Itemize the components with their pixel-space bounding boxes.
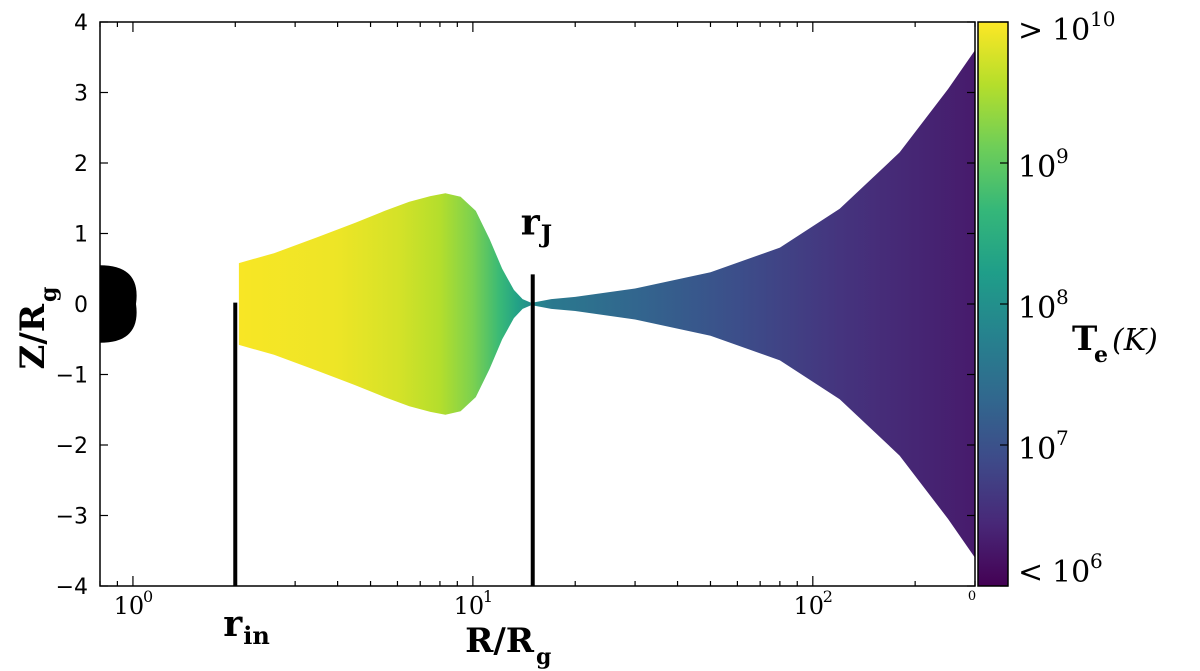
x-axis-corner-tick-label: 0 bbox=[968, 589, 976, 604]
y-tick-label: −2 bbox=[56, 434, 88, 459]
svg-text:g: g bbox=[536, 644, 551, 670]
y-tick-label: −4 bbox=[56, 575, 88, 600]
colorbar-tick-label: <10 6 bbox=[1018, 549, 1103, 590]
y-tick-label: 0 bbox=[74, 293, 88, 318]
svg-text:10: 10 bbox=[1018, 150, 1056, 185]
colorbar-tick-label: 10 8 bbox=[1018, 285, 1069, 326]
y-tick-label: 1 bbox=[74, 223, 88, 248]
outer-disk-region bbox=[532, 50, 975, 558]
radius-marker-label: r in bbox=[223, 603, 270, 650]
x-tick-label: 102 bbox=[794, 587, 833, 620]
svg-text:e: e bbox=[1094, 342, 1108, 368]
y-tick-label: 2 bbox=[74, 152, 88, 177]
y-tick-label: −1 bbox=[56, 364, 88, 389]
svg-text:>: > bbox=[1018, 13, 1043, 48]
x-tick-label: 101 bbox=[454, 587, 493, 620]
inner-disk-region bbox=[238, 193, 531, 415]
svg-text:10: 10 bbox=[454, 592, 485, 620]
svg-text:g: g bbox=[36, 287, 62, 302]
svg-text:7: 7 bbox=[1056, 426, 1069, 450]
svg-text:0: 0 bbox=[143, 587, 153, 606]
y-axis-label: Z/R g bbox=[13, 287, 62, 370]
svg-text:10: 10 bbox=[114, 592, 145, 620]
colorbar-tick-label: >10 10 bbox=[1018, 7, 1115, 48]
y-tick-label: −3 bbox=[56, 505, 88, 530]
y-tick-label: 3 bbox=[74, 82, 88, 107]
svg-text:R/R: R/R bbox=[465, 621, 535, 661]
svg-text:10: 10 bbox=[1052, 13, 1090, 48]
svg-text:r: r bbox=[521, 201, 541, 243]
black-hole-shape bbox=[100, 265, 137, 343]
x-tick-label: 100 bbox=[114, 587, 153, 620]
svg-text:10: 10 bbox=[1018, 291, 1056, 326]
svg-text:10: 10 bbox=[794, 592, 825, 620]
svg-text:10: 10 bbox=[1090, 7, 1115, 31]
svg-text:T: T bbox=[1072, 319, 1097, 359]
svg-text:2: 2 bbox=[823, 587, 833, 606]
svg-text:J: J bbox=[539, 219, 552, 248]
svg-text:(K): (K) bbox=[1112, 323, 1158, 358]
svg-text:Z/R: Z/R bbox=[13, 303, 53, 369]
colorbar-tick-label: 10 7 bbox=[1018, 426, 1069, 467]
svg-text:10: 10 bbox=[1018, 432, 1056, 467]
x-axis-label: R/R g bbox=[465, 621, 551, 670]
svg-text:<: < bbox=[1018, 555, 1043, 590]
svg-text:6: 6 bbox=[1090, 549, 1103, 573]
svg-text:r: r bbox=[223, 603, 243, 645]
svg-text:1: 1 bbox=[483, 587, 493, 606]
colorbar-tick-label: 10 9 bbox=[1018, 144, 1069, 185]
y-tick-label: 4 bbox=[74, 11, 88, 36]
svg-text:in: in bbox=[243, 621, 270, 650]
svg-text:9: 9 bbox=[1056, 144, 1069, 168]
colorbar-label: T e (K) bbox=[1072, 319, 1158, 368]
svg-text:10: 10 bbox=[1052, 555, 1090, 590]
svg-text:8: 8 bbox=[1056, 285, 1069, 309]
